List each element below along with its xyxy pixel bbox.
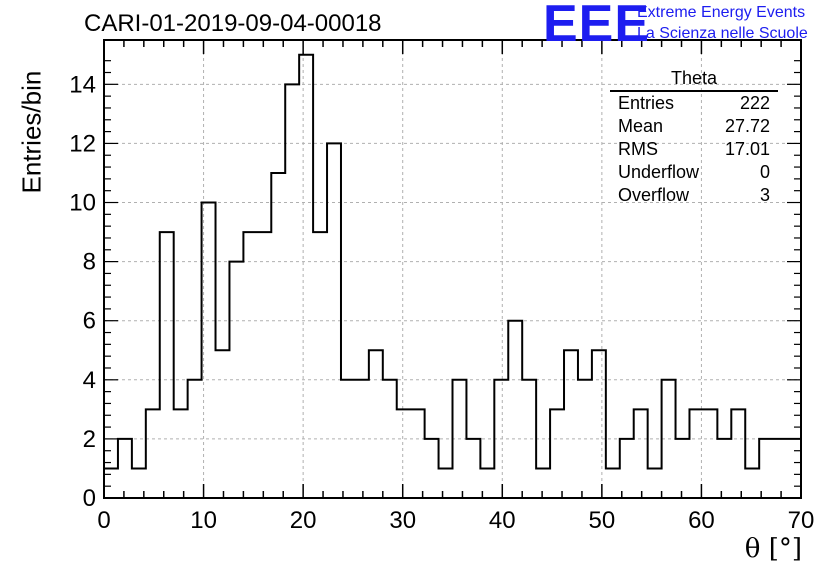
x-tick-label: 0 xyxy=(97,507,110,534)
stats-row: Overflow 3 xyxy=(610,184,778,207)
stats-label: Mean xyxy=(618,116,664,136)
chart-title: CARI-01-2019-09-04-00018 xyxy=(84,10,382,37)
eee-logo: EEE xyxy=(543,0,651,53)
x-tick-label: 30 xyxy=(389,507,416,534)
stats-row: Entries 222 xyxy=(610,92,778,115)
y-tick-label: 8 xyxy=(83,249,96,276)
y-tick-label: 10 xyxy=(69,190,96,217)
x-tick-label: 20 xyxy=(290,507,317,534)
y-tick-label: 2 xyxy=(83,426,96,453)
x-axis-label: θ [°] xyxy=(744,534,802,564)
stats-row: Underflow 0 xyxy=(610,161,778,184)
y-tick-label: 4 xyxy=(83,367,96,394)
y-tick-label: 0 xyxy=(83,485,96,512)
stats-value: 222 xyxy=(739,93,770,113)
stats-label: RMS xyxy=(618,139,658,159)
y-tick-label: 12 xyxy=(69,130,96,157)
plot-frame xyxy=(103,39,802,499)
stats-label: Underflow xyxy=(618,162,700,182)
y-tick-label: 6 xyxy=(83,308,96,335)
axis-ticks xyxy=(103,40,802,499)
stats-label: Overflow xyxy=(618,185,690,205)
stats-label: Entries xyxy=(618,93,675,113)
y-tick-label: 14 xyxy=(69,71,96,98)
x-tick-label: 50 xyxy=(589,507,616,534)
x-tick-label: 60 xyxy=(688,507,715,534)
histogram-series xyxy=(103,53,802,498)
y-axis-label: Entries/bin xyxy=(16,70,47,194)
stats-title: Theta xyxy=(610,68,778,92)
stats-box: Theta Entries 222 Mean 27.72 RMS 17.01 U… xyxy=(610,68,778,207)
stats-value: 3 xyxy=(759,185,770,205)
x-tick-label: 70 xyxy=(788,507,815,534)
stats-value: 27.72 xyxy=(724,116,770,136)
stats-value: 0 xyxy=(759,162,770,182)
x-tick-label: 40 xyxy=(489,507,516,534)
x-tick-label: 10 xyxy=(190,507,217,534)
stats-value: 17.01 xyxy=(724,139,770,159)
stats-row: Mean 27.72 xyxy=(610,115,778,138)
org-name-line1: Extreme Energy Events xyxy=(637,4,806,21)
stats-row: RMS 17.01 xyxy=(610,138,778,161)
org-name-line2: La Scienza nelle Scuole xyxy=(637,25,808,42)
